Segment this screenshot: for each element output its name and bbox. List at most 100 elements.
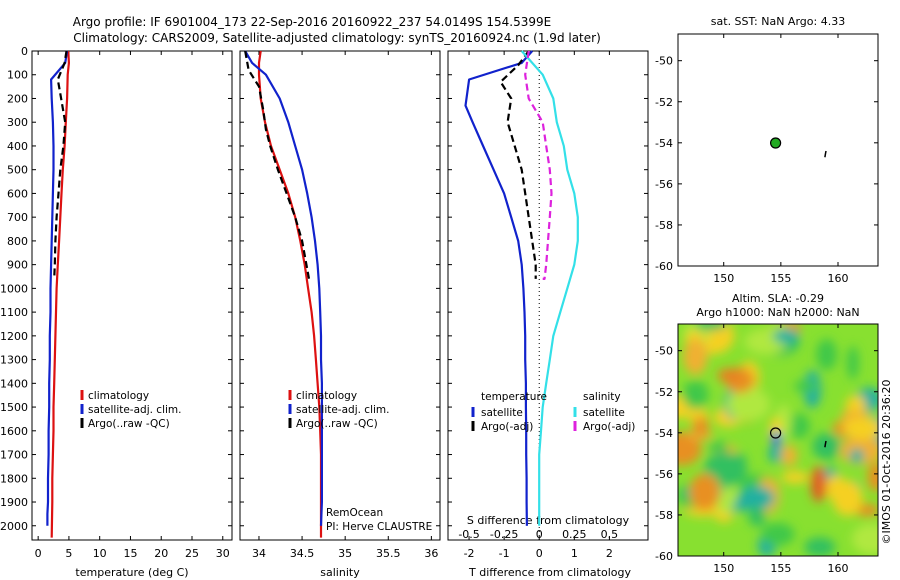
x-tick-label: 35 — [338, 547, 352, 560]
depth-tick-label: 400 — [7, 140, 28, 153]
map-y-tick-label: -54 — [655, 137, 673, 150]
legend-entry: climatology — [296, 390, 357, 402]
depth-tick-label: 1700 — [0, 449, 28, 462]
sla-blob — [816, 338, 837, 371]
sla-blob — [689, 473, 721, 511]
argo-position-marker — [769, 137, 782, 149]
x-tick-label: 10 — [93, 547, 107, 560]
map-x-tick-label: 150 — [713, 272, 734, 285]
sla-blob — [867, 462, 878, 492]
legend-entry: climatology — [88, 390, 149, 402]
map-y-tick-label: -50 — [655, 345, 673, 358]
map-x-tick-label: 150 — [713, 562, 734, 575]
sla-blob — [849, 448, 865, 464]
map-y-tick-label: -54 — [655, 427, 673, 440]
salinity-tick-label: 0.5 — [601, 528, 619, 541]
map-y-tick-label: -52 — [655, 96, 673, 109]
x-tick-label: 34.5 — [290, 547, 315, 560]
sla-blob — [761, 522, 795, 546]
sla-map-panel: 150 155 160 -50 -52 -54 -56 -58 -60 Altim. SLA: -… — [655, 292, 893, 575]
annotation-project: RemOcean — [326, 507, 383, 519]
depth-tick-label: 1600 — [0, 425, 28, 438]
x-tick-label: -1 — [499, 547, 510, 560]
salinity-tick-label: -0.5 — [458, 528, 479, 541]
map-y-tick-label: -58 — [655, 219, 673, 232]
legend-entry: Argo(..raw -QC) — [296, 418, 378, 430]
difference-panel: T difference from climatology -2 -1 0 1 2 -0.5… — [447, 50, 649, 579]
sla-field — [678, 324, 878, 556]
map-x-tick-label: 160 — [828, 562, 849, 575]
depth-tick-label: 2000 — [0, 520, 28, 533]
map-frame — [677, 323, 879, 557]
sla-map-title: Altim. SLA: -0.29 — [732, 292, 824, 305]
depth-tick-label: 1500 — [0, 401, 28, 414]
sla-blob — [846, 346, 859, 380]
depth-tick-label: 1300 — [0, 354, 28, 367]
x-axis-label: T difference from climatology — [468, 566, 631, 579]
salinity-axis-label: S difference from climatology — [467, 514, 630, 527]
x-tick-label: 15 — [123, 547, 137, 560]
depth-tick-label: 1900 — [0, 496, 28, 509]
sla-blob — [768, 445, 784, 463]
sla-blob — [845, 395, 866, 413]
sla-blob — [678, 431, 702, 466]
x-tick-label: 5 — [65, 547, 72, 560]
map-x-tick-label: 155 — [770, 272, 791, 285]
series-line — [46, 50, 69, 526]
series-line — [53, 50, 68, 279]
map-y-tick-label: -56 — [655, 468, 673, 481]
temperature-panel: 0100200300400500600700800900100011001200… — [0, 45, 233, 579]
legend-entry: Argo(-adj) — [583, 421, 635, 433]
figure-title-line2: Climatology: CARS2009, Satellite-adjuste… — [73, 31, 601, 45]
legend-entry: satellite — [583, 407, 625, 419]
legend-entry: satellite-adj. clim. — [88, 404, 181, 416]
map-y-tick-label: -50 — [655, 55, 673, 68]
depth-tick-label: 1400 — [0, 377, 28, 390]
sla-blob — [851, 523, 878, 555]
map-y-tick-label: -56 — [655, 178, 673, 191]
salinity-tick-label: -0.25 — [490, 528, 518, 541]
depth-tick-label: 200 — [7, 92, 28, 105]
legend-entry: Argo(..raw -QC) — [88, 418, 170, 430]
depth-tick-label: 900 — [7, 259, 28, 272]
plot-frame — [239, 50, 441, 541]
map-y-tick-label: -60 — [655, 260, 673, 273]
x-tick-label: 1 — [571, 547, 578, 560]
sla-map-subtitle: Argo h1000: NaN h2000: NaN — [696, 306, 859, 319]
sst-map-title: sat. SST: NaN Argo: 4.33 — [711, 15, 845, 28]
map-frame — [677, 33, 879, 267]
sla-blob — [771, 430, 782, 447]
x-tick-label: 2 — [606, 547, 613, 560]
annotation-pi: PI: Herve CLAUSTRE — [326, 521, 432, 533]
sla-blob — [843, 417, 878, 440]
salinity-tick-label: 0.25 — [562, 528, 587, 541]
sla-blob — [832, 480, 863, 516]
imos-timestamp: ©IMOS 01-Oct-2016 20:36:20 — [880, 379, 893, 544]
depth-tick-label: 1200 — [0, 330, 28, 343]
series-line — [50, 50, 70, 538]
legend-header: temperature — [481, 391, 547, 403]
series-line — [520, 50, 579, 526]
series-line — [244, 50, 311, 280]
depth-tick-label: 1000 — [0, 282, 28, 295]
depth-tick-label: 100 — [7, 69, 28, 82]
float-track — [824, 440, 827, 448]
sla-blob — [812, 432, 841, 460]
argo-position-marker — [769, 427, 782, 439]
series-line — [524, 50, 553, 280]
x-tick-label: 35.5 — [376, 547, 401, 560]
sst-map-panel: 150 155 160 -50 -52 -54 -56 -58 -60 sat. SST: NaN… — [655, 15, 879, 285]
legend-entry: satellite-adj. clim. — [296, 404, 389, 416]
x-tick-label: 0 — [536, 547, 543, 560]
x-axis-label: salinity — [320, 566, 360, 579]
sla-blob — [707, 441, 729, 452]
x-tick-label: 36 — [424, 547, 438, 560]
depth-tick-label: 700 — [7, 211, 28, 224]
figure-title-line1: Argo profile: IF 6901004_173 22-Sep-2016… — [73, 15, 551, 29]
legend-entry: satellite — [481, 407, 523, 419]
x-axis-label: temperature (deg C) — [75, 566, 188, 579]
sla-blob — [737, 486, 775, 511]
map-y-tick-label: -52 — [655, 386, 673, 399]
x-tick-label: 34 — [252, 547, 266, 560]
